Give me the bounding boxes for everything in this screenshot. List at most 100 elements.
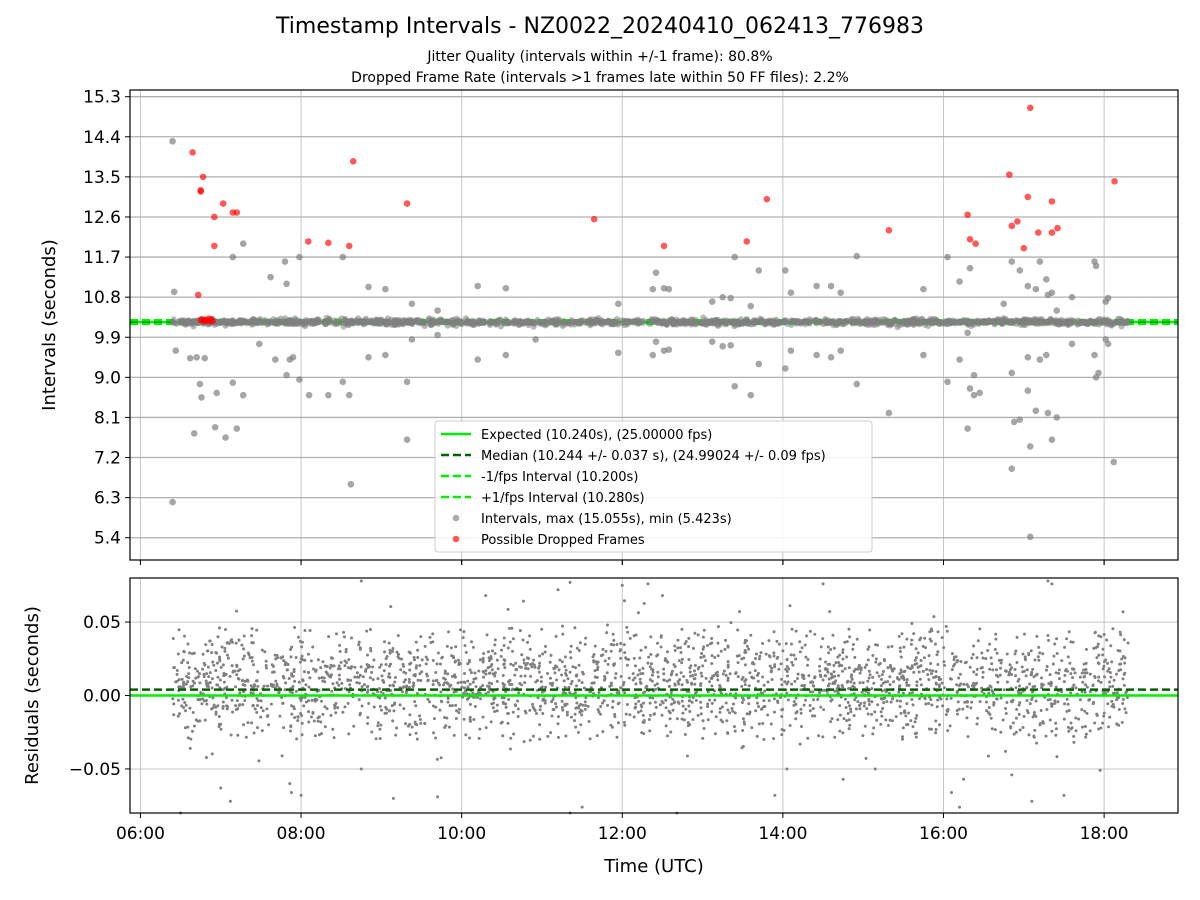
- residual-point: [887, 691, 891, 695]
- residual-point: [379, 723, 383, 727]
- interval-point: [782, 267, 789, 274]
- residual-point: [672, 701, 676, 705]
- residual-point: [1024, 674, 1028, 678]
- residual-point: [867, 676, 871, 680]
- interval-point: [1064, 320, 1071, 327]
- residual-point: [831, 681, 835, 685]
- residual-point: [521, 638, 525, 642]
- residual-point: [377, 687, 381, 691]
- residual-point: [1101, 647, 1105, 651]
- residual-point: [812, 698, 816, 702]
- y-tick-label: 10.8: [83, 288, 121, 308]
- residual-point: [1026, 711, 1030, 715]
- residual-point: [898, 650, 902, 654]
- residual-point: [1044, 734, 1048, 738]
- residual-point: [936, 630, 940, 634]
- residual-point: [289, 724, 293, 728]
- residual-point: [1045, 707, 1049, 711]
- residual-point: [749, 633, 753, 637]
- residual-point: [704, 659, 708, 663]
- residual-point: [779, 662, 783, 666]
- residual-point: [484, 669, 488, 673]
- residual-point: [440, 656, 444, 660]
- residual-point: [404, 722, 408, 726]
- residual-point: [641, 713, 645, 717]
- residual-point: [866, 658, 870, 662]
- residual-point: [283, 688, 287, 692]
- residual-point: [613, 676, 617, 680]
- residual-point: [780, 708, 784, 712]
- residual-point: [843, 640, 847, 644]
- residual-point: [298, 696, 302, 700]
- residual-point: [202, 672, 206, 676]
- residual-point: [1050, 729, 1054, 733]
- residual-point: [849, 680, 853, 684]
- residual-point: [538, 708, 542, 712]
- residual-point: [344, 650, 348, 654]
- residual-point: [543, 644, 547, 648]
- residual-point: [1015, 708, 1019, 712]
- residual-point: [775, 639, 779, 643]
- residual-point: [907, 683, 911, 687]
- residual-point: [812, 684, 816, 688]
- interval-point: [579, 318, 586, 325]
- residual-point: [934, 728, 938, 732]
- residual-point: [1119, 633, 1123, 637]
- residual-point: [998, 666, 1002, 670]
- interval-point: [964, 425, 971, 432]
- residual-point: [186, 736, 190, 740]
- residual-point: [1102, 660, 1106, 664]
- residual-point: [526, 667, 530, 671]
- residual-point: [294, 655, 298, 659]
- residual-point: [569, 656, 573, 660]
- residual-point: [828, 610, 832, 614]
- residual-point: [319, 666, 323, 670]
- residual-point: [693, 673, 697, 677]
- residual-point: [936, 650, 940, 654]
- residual-point: [628, 713, 632, 717]
- interval-point: [944, 378, 951, 386]
- residual-point: [304, 683, 308, 687]
- residual-point: [894, 715, 898, 719]
- residual-point: [1046, 698, 1050, 702]
- residual-point: [609, 642, 613, 646]
- residual-point: [827, 677, 831, 681]
- residual-point: [975, 667, 979, 671]
- residual-point: [1069, 640, 1073, 644]
- residual-point: [859, 701, 863, 705]
- y-tick-label: −0.05: [69, 760, 121, 780]
- residual-point: [208, 681, 212, 685]
- residual-point: [995, 697, 999, 701]
- residual-point: [412, 655, 416, 659]
- residual-point: [636, 710, 640, 714]
- residual-point: [511, 637, 515, 641]
- residual-point: [1030, 670, 1034, 674]
- y-tick-label: 0.05: [83, 613, 121, 633]
- residual-point: [706, 690, 710, 694]
- residual-point: [838, 729, 842, 733]
- residual-point: [190, 729, 194, 733]
- residual-point: [561, 624, 565, 628]
- residual-point: [186, 642, 190, 646]
- residual-point: [740, 677, 744, 681]
- residual-point: [1010, 773, 1014, 777]
- residual-point: [183, 726, 187, 730]
- residual-point: [713, 655, 717, 659]
- y-tick-label: 0.00: [83, 687, 121, 707]
- residual-point: [1063, 702, 1067, 706]
- residual-point: [987, 691, 991, 695]
- residual-point: [625, 702, 629, 706]
- interval-point: [1091, 351, 1098, 359]
- residual-point: [1072, 683, 1076, 687]
- residual-point: [204, 679, 208, 683]
- residual-point: [502, 683, 506, 687]
- residual-point: [466, 662, 470, 666]
- residual-point: [856, 667, 860, 671]
- interval-point: [936, 319, 943, 326]
- residual-point: [423, 644, 427, 648]
- residual-point: [241, 703, 245, 707]
- residual-point: [1119, 668, 1123, 672]
- residual-point: [922, 656, 926, 660]
- residual-point: [769, 722, 773, 726]
- residual-point: [482, 670, 486, 674]
